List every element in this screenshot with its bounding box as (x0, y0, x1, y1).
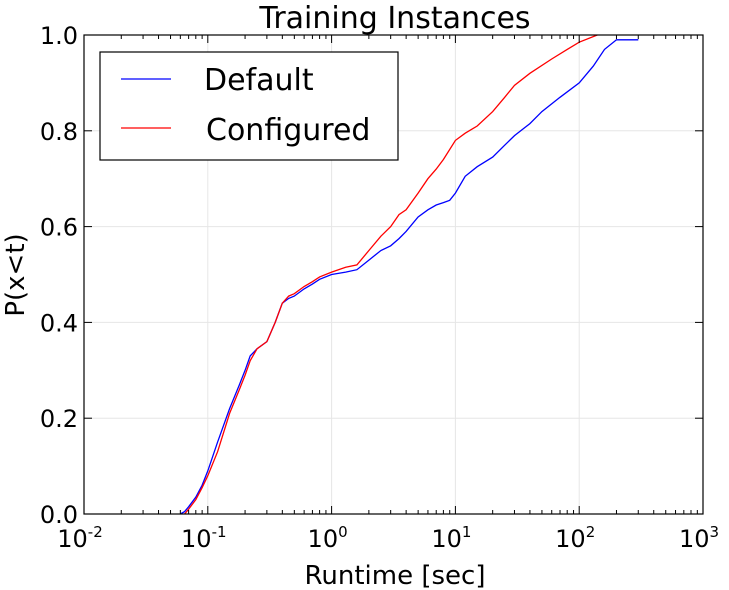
series-line-default (179, 39, 639, 515)
x-tick-label: 103 (679, 523, 719, 553)
x-tick-label: 101 (431, 523, 471, 553)
y-tick-label: 0.8 (40, 118, 78, 146)
plot-frame (83, 34, 704, 515)
series-group (179, 34, 639, 515)
x-tick-label: 100 (308, 523, 348, 553)
legend-label-default: Default (204, 63, 314, 98)
y-tick-labels: 0.0 0.2 0.4 0.6 0.8 1.0 (40, 22, 78, 529)
ticks (83, 34, 704, 515)
legend-label-configured: Configured (206, 113, 370, 148)
series-line-configured (184, 34, 598, 515)
y-tick-label: 0.0 (40, 501, 78, 529)
y-axis-label: P(x<t) (1, 233, 31, 316)
x-axis-label: Runtime [sec] (305, 561, 486, 590)
y-tick-label: 0.4 (40, 309, 78, 337)
x-tick-label: 10-2 (57, 523, 103, 553)
y-tick-label: 1.0 (40, 22, 78, 50)
chart-title: Training Instances (258, 1, 530, 36)
x-tick-label: 10-1 (181, 523, 227, 553)
legend: Default Configured (99, 51, 399, 161)
y-tick-label: 0.6 (40, 214, 78, 242)
legend-box (99, 51, 399, 161)
y-tick-label: 0.2 (40, 405, 78, 433)
x-tick-labels: 10-2 10-1 100 101 102 103 (57, 523, 719, 553)
x-tick-label: 102 (555, 523, 595, 553)
